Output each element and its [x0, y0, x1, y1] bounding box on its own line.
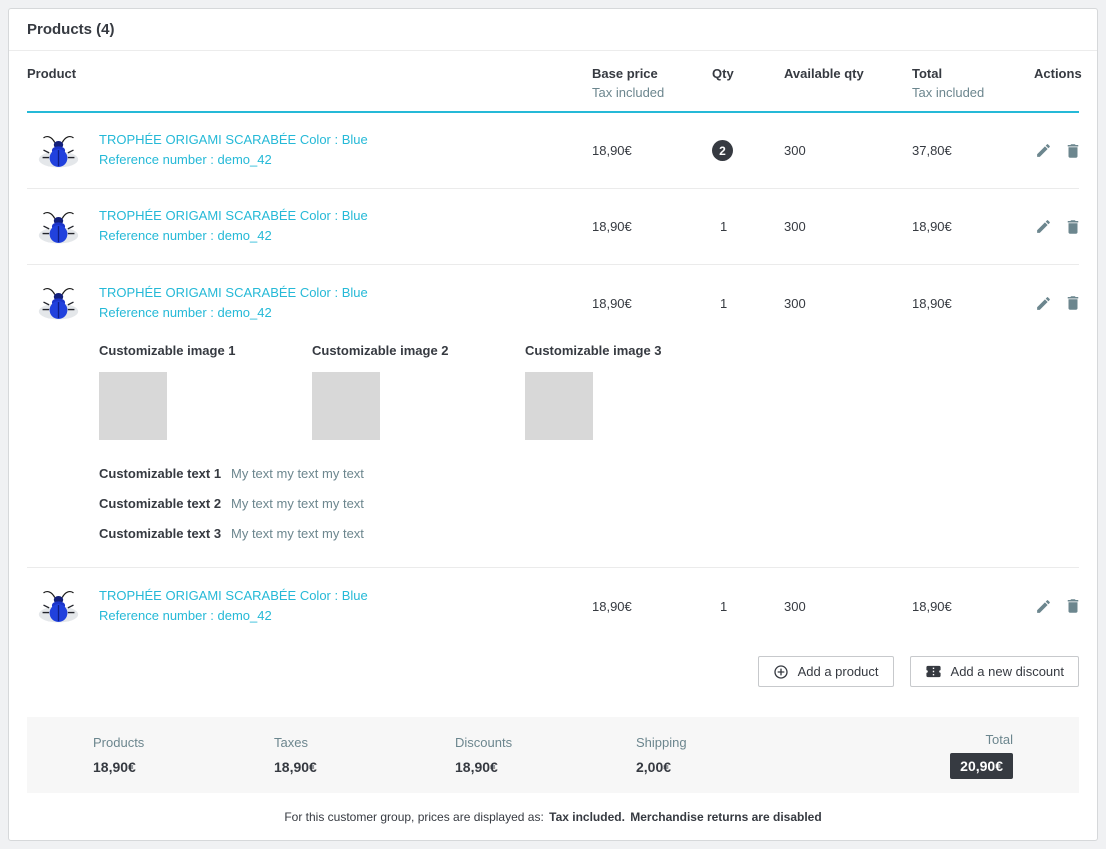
trash-icon: [1067, 296, 1079, 310]
edit-pencil-icon: [1037, 220, 1050, 233]
panel-title: Products (4): [9, 9, 1097, 51]
summary-taxes-value: 18,90€: [274, 759, 317, 775]
customizable-text-label: Customizable text 3: [99, 526, 222, 541]
available-qty-value: 300: [784, 295, 806, 311]
add-discount-label: Add a new discount: [950, 664, 1064, 679]
edit-product-button[interactable]: [1034, 597, 1053, 616]
available-qty-value: 300: [784, 143, 806, 158]
summary-products-value: 18,90€: [93, 759, 136, 775]
plus-circle-icon: [773, 664, 788, 679]
delete-product-button[interactable]: [1063, 141, 1083, 161]
product-reference-link[interactable]: Reference number : demo_42: [99, 607, 272, 623]
trash-icon: [1067, 143, 1079, 158]
trash-icon: [1067, 219, 1079, 234]
customizable-text-value: My text my text my text: [231, 466, 364, 481]
edit-product-button[interactable]: [1034, 294, 1053, 313]
add-product-label: Add a product: [797, 664, 879, 679]
pricing-footnote: For this customer group, prices are disp…: [9, 793, 1097, 838]
summary-discounts-label: Discounts: [455, 735, 513, 750]
customizable-text-label: Customizable text 2: [99, 496, 222, 511]
product-name-link[interactable]: TROPHÉE ORIGAMI SCARABÉE Color : Blue: [99, 284, 368, 300]
add-product-button[interactable]: Add a product: [757, 656, 894, 687]
footnote-prefix: For this customer group, prices are disp…: [284, 810, 544, 824]
base-price-value: 18,90€: [592, 219, 632, 234]
product-thumbnail: [38, 135, 79, 168]
discount-ticket-icon: [925, 665, 941, 678]
summary-taxes-label: Taxes: [274, 735, 308, 750]
product-reference-link[interactable]: Reference number : demo_42: [99, 228, 272, 243]
base-price-value: 18,90€: [592, 295, 632, 311]
qty-value: 1: [720, 295, 728, 311]
summary-products-label: Products: [93, 735, 145, 750]
base-price-value: 18,90€: [592, 598, 632, 614]
customizable-image-placeholder: [525, 372, 593, 440]
product-row: TROPHÉE ORIGAMI SCARABÉE Color : Blue Re…: [27, 189, 1079, 265]
customizable-text-value: My text my text my text: [231, 526, 364, 541]
product-name-link[interactable]: TROPHÉE ORIGAMI SCARABÉE Color : Blue: [99, 132, 368, 148]
column-header-qty: Qty: [712, 66, 734, 81]
delete-product-button[interactable]: [1063, 217, 1083, 237]
total-value: 18,90€: [912, 219, 952, 234]
summary-shipping-label: Shipping: [636, 735, 687, 750]
product-row: TROPHÉE ORIGAMI SCARABÉE Color : Blue Re…: [27, 113, 1079, 189]
product-reference-link[interactable]: Reference number : demo_42: [99, 152, 272, 167]
product-thumbnail: [38, 211, 79, 244]
column-header-product: Product: [27, 66, 77, 81]
qty-value: 1: [720, 219, 728, 234]
product-reference-link[interactable]: Reference number : demo_42: [99, 304, 272, 320]
product-thumbnail: [38, 287, 79, 321]
qty-value: 1: [720, 598, 728, 614]
column-header-actions: Actions: [1034, 66, 1082, 81]
add-discount-button[interactable]: Add a new discount: [909, 656, 1079, 687]
order-totals-summary: Products 18,90€ Taxes 18,90€ Discounts 1…: [27, 717, 1079, 793]
products-table: Product Base price Tax included Qty Avai…: [9, 51, 1097, 687]
summary-total-label: Total: [985, 731, 1013, 747]
trash-icon: [1067, 599, 1079, 613]
total-value: 18,90€: [912, 295, 952, 311]
customizable-image-label: Customizable image 1: [99, 343, 236, 358]
customizable-image-label: Customizable image 2: [312, 343, 449, 358]
products-panel: Products (4) Product Base price Tax incl…: [8, 8, 1098, 841]
edit-product-button[interactable]: [1034, 141, 1053, 160]
delete-product-button[interactable]: [1063, 293, 1083, 313]
column-header-base-price: Base price: [592, 66, 658, 81]
table-header-row: Product Base price Tax included Qty Avai…: [27, 51, 1082, 113]
available-qty-value: 300: [784, 598, 806, 614]
summary-discounts-value: 18,90€: [455, 759, 498, 775]
column-subheader-tax-included: Tax included: [912, 85, 985, 100]
product-name-link[interactable]: TROPHÉE ORIGAMI SCARABÉE Color : Blue: [99, 587, 368, 603]
total-value: 37,80€: [912, 143, 952, 158]
customization-block: Customizable image 1 Customizable image …: [27, 341, 1079, 567]
customizable-image-label: Customizable image 3: [525, 343, 662, 358]
column-subheader-tax-included: Tax included: [592, 85, 665, 100]
edit-product-button[interactable]: [1034, 217, 1053, 236]
column-header-available-qty: Available qty: [784, 66, 864, 81]
product-row-with-customization: TROPHÉE ORIGAMI SCARABÉE Color : Blue Re…: [27, 265, 1079, 568]
edit-pencil-icon: [1037, 599, 1050, 613]
footnote-returns-note: Merchandise returns are disabled: [630, 810, 822, 824]
qty-badge: 2: [712, 140, 733, 161]
product-thumbnail: [38, 590, 79, 624]
customizable-image-placeholder: [312, 372, 380, 440]
delete-product-button[interactable]: [1063, 596, 1083, 616]
edit-pencil-icon: [1037, 144, 1050, 157]
edit-pencil-icon: [1037, 296, 1050, 310]
column-header-total: Total: [912, 66, 943, 81]
summary-shipping-value: 2,00€: [636, 759, 672, 775]
product-name-link[interactable]: TROPHÉE ORIGAMI SCARABÉE Color : Blue: [99, 208, 368, 224]
customizable-text-label: Customizable text 1: [99, 466, 222, 481]
product-row: TROPHÉE ORIGAMI SCARABÉE Color : Blue Re…: [27, 568, 1079, 644]
available-qty-value: 300: [784, 219, 806, 234]
total-value: 18,90€: [912, 598, 952, 614]
product-row: TROPHÉE ORIGAMI SCARABÉE Color : Blue Re…: [27, 265, 1079, 341]
customizable-text-value: My text my text my text: [231, 496, 364, 511]
base-price-value: 18,90€: [592, 143, 632, 158]
table-actions-bar: Add a product Add a new discount: [27, 656, 1079, 687]
footnote-tax-note: Tax included.: [549, 810, 625, 824]
summary-total-badge: 20,90€: [950, 752, 1013, 779]
customizable-image-placeholder: [99, 372, 167, 440]
